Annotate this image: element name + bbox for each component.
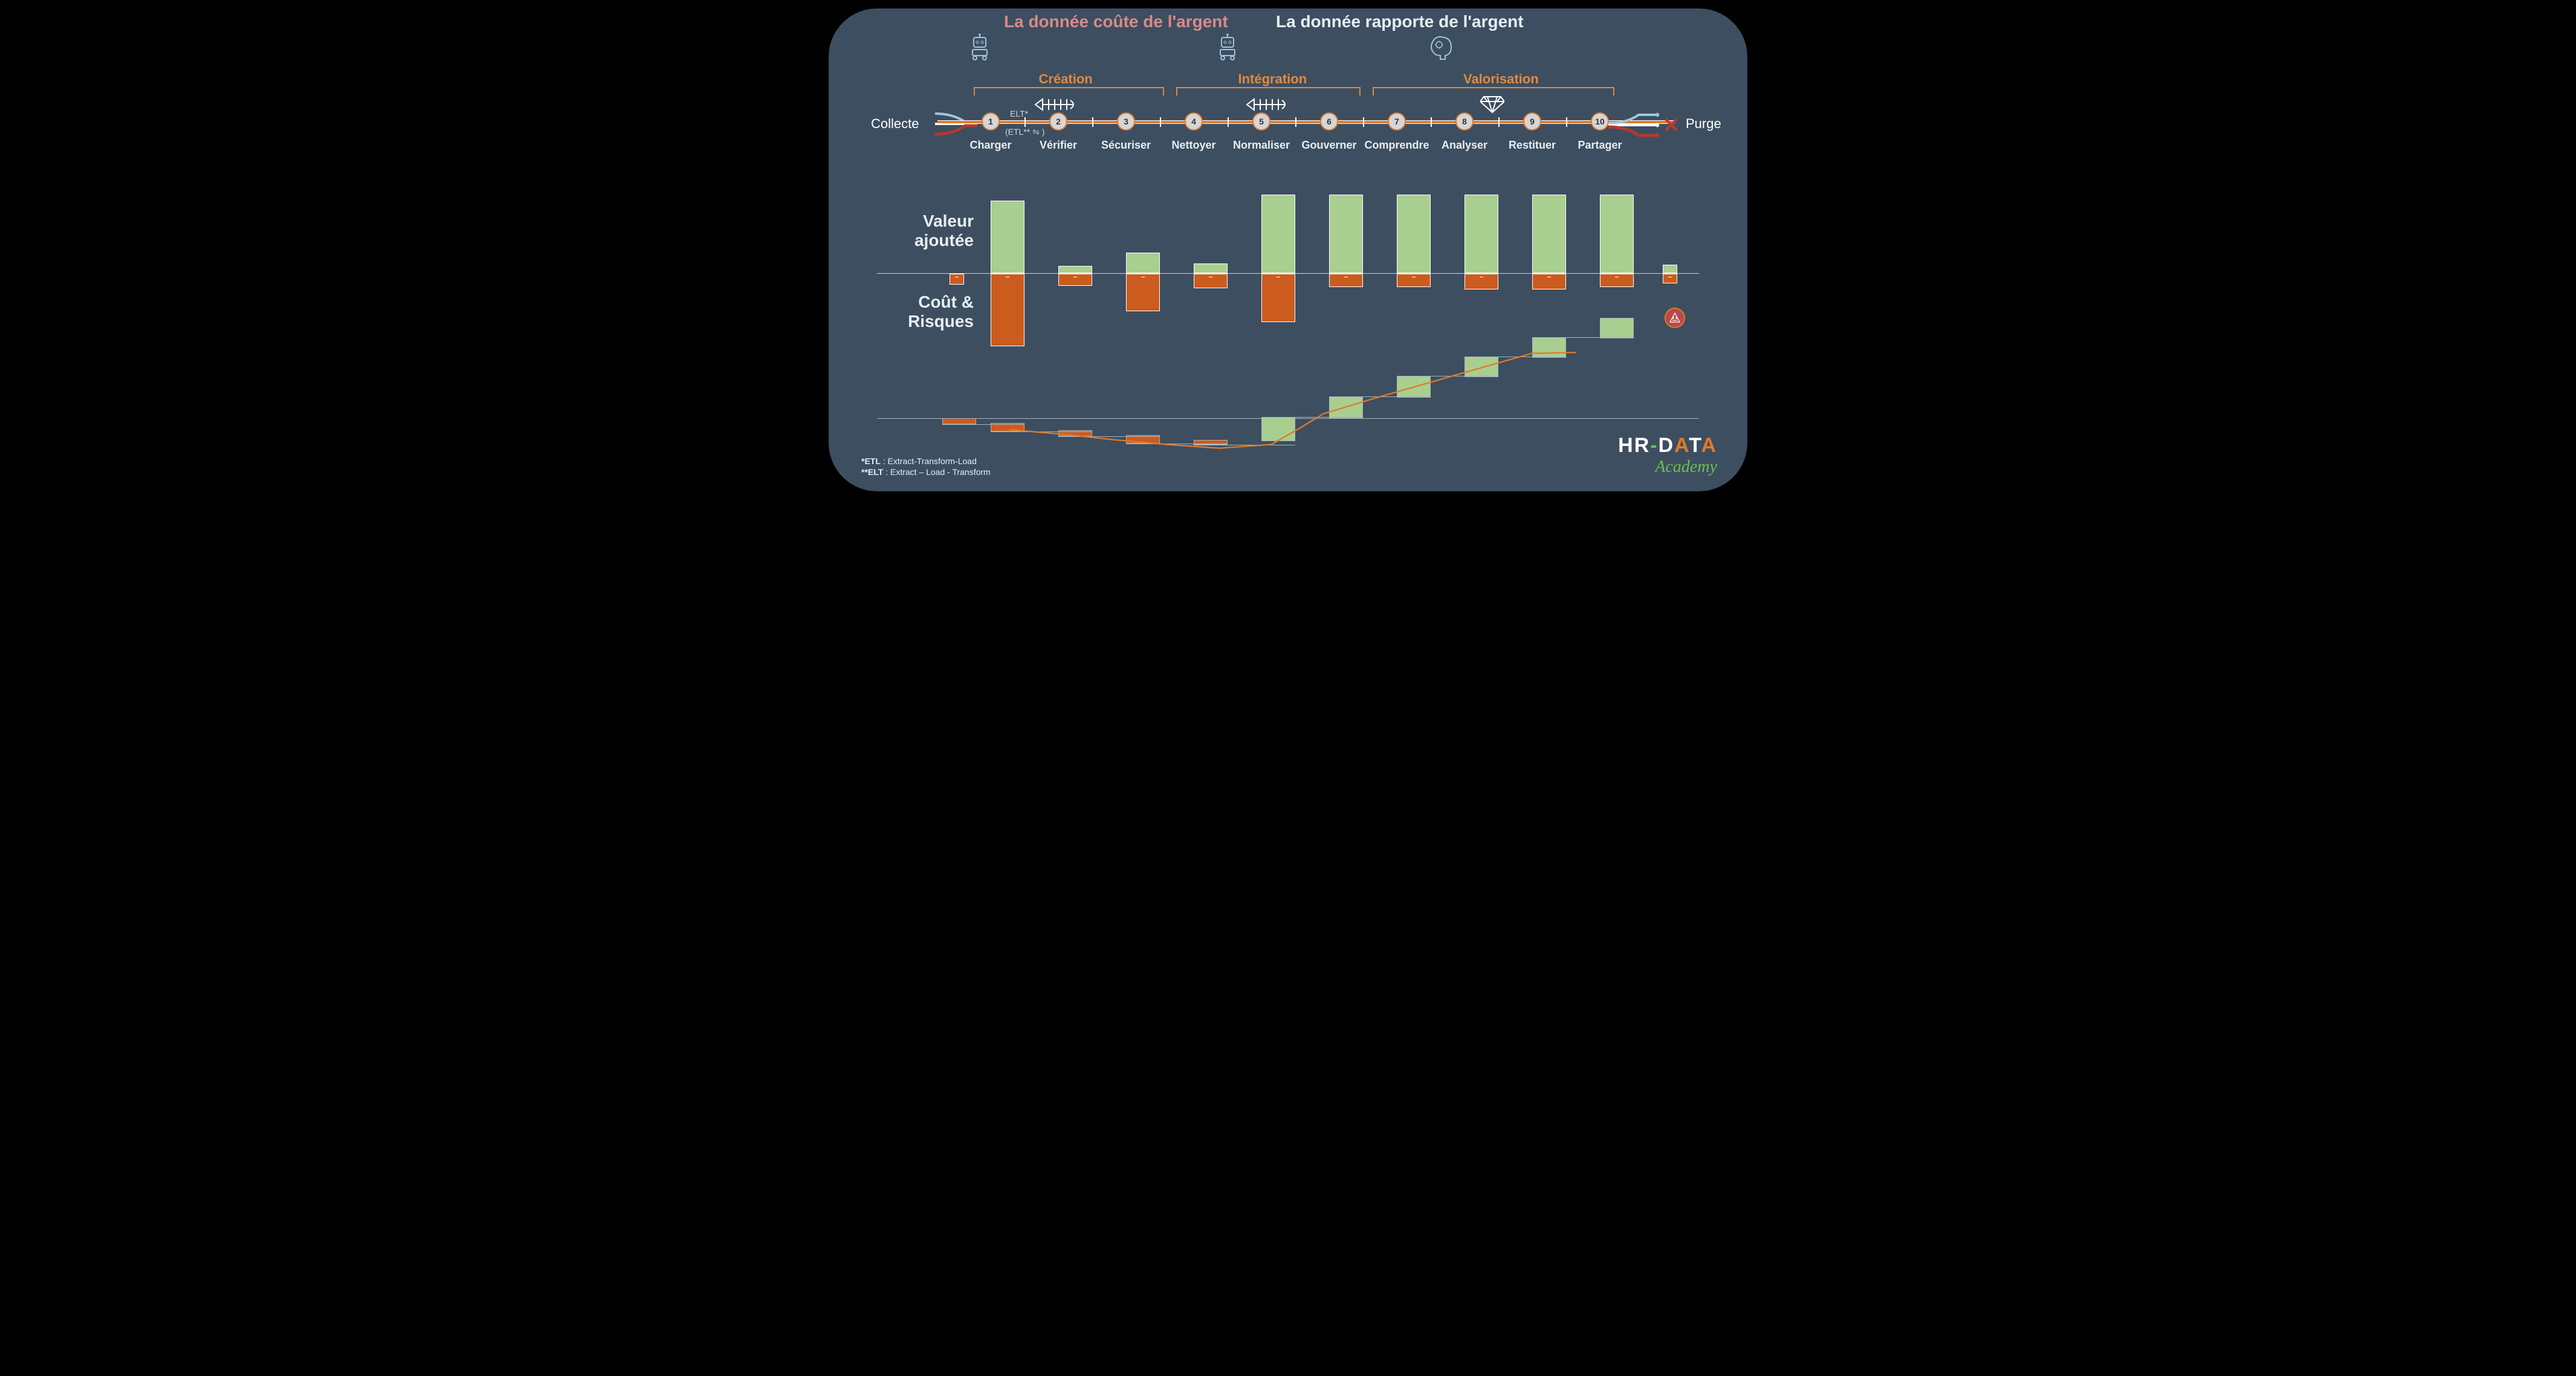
diamond-icon: [1480, 95, 1504, 117]
timeline-axis: [937, 120, 1675, 124]
endpoint-left-label: Collecte: [871, 116, 919, 132]
cost-bar: [1464, 274, 1498, 289]
phase-label: Valorisation: [1463, 71, 1539, 87]
value-bar: [1329, 195, 1363, 273]
step-label: Restituer: [1509, 139, 1556, 152]
timeline-node: 1: [982, 112, 1000, 131]
logo-part: A: [1701, 434, 1717, 457]
flow-out-icon: [1608, 111, 1659, 142]
brand-logo: HR-DATA Academy: [1618, 434, 1717, 477]
footnote-etl: *ETL : Extract-Transform-Load: [861, 456, 977, 466]
step-label: Gouverner: [1301, 139, 1356, 152]
main-panel: La donnée coûte de l'argent La donnée ra…: [829, 8, 1747, 491]
logo-part: A: [1674, 434, 1689, 457]
value-cost-chart: Valeurajoutée Coût &Risques: [877, 184, 1699, 341]
phase-label: Intégration: [1238, 71, 1307, 87]
robot-icon: [968, 34, 992, 63]
timeline-tick: [1295, 117, 1296, 127]
cost-bar: [1126, 274, 1160, 311]
cost-bar: [1058, 274, 1092, 286]
cost-bar: [1329, 274, 1363, 287]
timeline-tick: [1431, 117, 1432, 127]
step-label: Sécuriser: [1101, 139, 1151, 152]
wf-end-badge: [1665, 308, 1685, 328]
step-label: Normaliser: [1233, 139, 1290, 152]
value-bar: [1194, 263, 1228, 273]
timeline-tick: [1363, 117, 1364, 127]
logo-part: T: [1689, 434, 1701, 457]
footnote-text: : Extract – Load - Transform: [883, 467, 990, 477]
title-cost: La donnée coûte de l'argent: [1004, 12, 1228, 31]
timeline-node: 10: [1591, 112, 1609, 131]
fishbone-icon: [1246, 97, 1288, 115]
value-bar: [1058, 266, 1092, 273]
cost-bar: [1397, 274, 1431, 287]
purge-cross-icon: ✕: [1663, 114, 1680, 138]
step-label: Comprendre: [1364, 139, 1429, 152]
cost-bar: [1663, 274, 1677, 283]
timeline-tick: [1024, 117, 1026, 127]
waterfall-chart: [877, 347, 1699, 468]
timeline-tick: [1092, 117, 1093, 127]
elt-bottom-label: (ETL** ⇋ ): [1005, 127, 1044, 137]
value-bar: [1600, 195, 1634, 273]
cost-bar: [1600, 274, 1634, 287]
logo-line1: HR-DATA: [1618, 434, 1717, 457]
timeline-tick: [1228, 117, 1229, 127]
canvas: La donnée coûte de l'argent La donnée ra…: [820, 0, 1756, 500]
footnote-key: **ELT: [861, 467, 883, 477]
wf-connector: [1532, 337, 1634, 338]
cost-bar: [1261, 274, 1295, 322]
endpoint-right-label: Purge: [1686, 116, 1721, 132]
timeline-tick: [1160, 117, 1161, 127]
logo-part: D: [1659, 434, 1675, 457]
timeline-node: 2: [1049, 112, 1067, 131]
value-bar: [1397, 195, 1431, 273]
waterfall-bar: [1600, 318, 1634, 338]
value-bar: [1126, 253, 1160, 273]
vc-label-negative: Coût &Risques: [871, 292, 974, 331]
title-value: La donnée rapporte de l'argent: [1276, 12, 1524, 31]
timeline-node: 7: [1388, 112, 1406, 131]
timeline-tick: [1498, 117, 1500, 127]
footnote-key: *ETL: [861, 456, 881, 466]
elt-top-label: ELT*: [1010, 109, 1028, 118]
footnote-text: : Extract-Transform-Load: [881, 456, 977, 466]
cost-bar: [991, 274, 1024, 346]
timeline-tick: [1566, 117, 1567, 127]
logo-line2: Academy: [1618, 457, 1717, 477]
timeline-node: 9: [1523, 112, 1541, 131]
brain-icon: [1427, 34, 1455, 65]
wf-trend-line: [877, 347, 1699, 468]
timeline-node: 4: [1185, 112, 1203, 131]
timeline-node: 3: [1117, 112, 1135, 131]
robot-icon: [1215, 34, 1240, 63]
phase-bracket: [1176, 87, 1361, 95]
timeline-node: 5: [1252, 112, 1270, 131]
cost-bar: [1194, 274, 1228, 288]
phase-bracket: [1373, 87, 1614, 95]
logo-part: HR: [1618, 434, 1650, 457]
vc-label-positive: Valeurajoutée: [871, 212, 974, 250]
step-label: Analyser: [1442, 139, 1487, 152]
value-bar: [1663, 265, 1677, 273]
step-label: Charger: [969, 139, 1011, 152]
value-bar: [1464, 195, 1498, 273]
timeline-node: 6: [1320, 112, 1338, 131]
flow-in-icon: [935, 110, 977, 141]
logo-part: -: [1650, 434, 1658, 457]
cost-bar: [1532, 274, 1566, 289]
phase-label: Création: [1039, 71, 1093, 87]
cost-bar: [950, 274, 964, 285]
value-bar: [991, 201, 1024, 273]
value-bar: [1532, 195, 1566, 273]
step-label: Nettoyer: [1171, 139, 1215, 152]
timeline-node: 8: [1455, 112, 1474, 131]
phase-bracket: [974, 87, 1164, 95]
footnote-elt: **ELT : Extract – Load - Transform: [861, 467, 991, 477]
value-bar: [1261, 195, 1295, 273]
step-label: Vérifier: [1040, 139, 1077, 152]
